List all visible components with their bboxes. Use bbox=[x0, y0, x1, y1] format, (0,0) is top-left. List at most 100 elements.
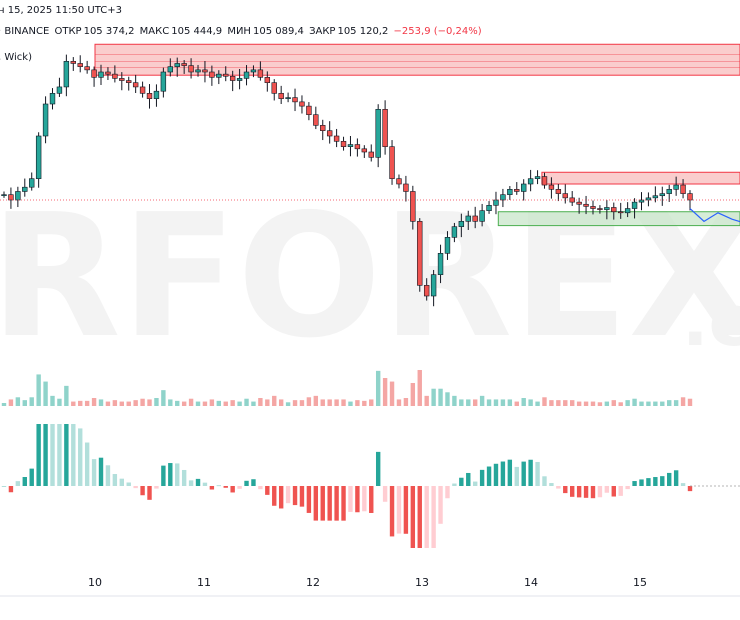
candle[interactable] bbox=[216, 73, 222, 78]
candle[interactable] bbox=[84, 66, 90, 71]
candle[interactable] bbox=[188, 65, 194, 73]
candle[interactable] bbox=[29, 178, 35, 188]
candle[interactable] bbox=[493, 199, 499, 206]
candle[interactable] bbox=[527, 178, 534, 185]
candle[interactable] bbox=[202, 69, 208, 73]
candle[interactable] bbox=[396, 178, 402, 185]
candle[interactable] bbox=[271, 82, 277, 94]
candle[interactable] bbox=[403, 183, 409, 192]
candle[interactable] bbox=[22, 186, 28, 192]
candle[interactable] bbox=[285, 97, 291, 99]
candle[interactable] bbox=[195, 69, 201, 73]
candle[interactable] bbox=[56, 86, 63, 94]
candle[interactable] bbox=[313, 114, 319, 126]
candle[interactable] bbox=[659, 193, 665, 197]
candle[interactable] bbox=[500, 194, 506, 201]
candle[interactable] bbox=[236, 78, 243, 81]
candle[interactable] bbox=[257, 69, 264, 78]
candle[interactable] bbox=[458, 221, 465, 227]
candle[interactable] bbox=[618, 211, 624, 214]
candle[interactable] bbox=[479, 210, 485, 222]
candle[interactable] bbox=[569, 197, 575, 203]
candle[interactable] bbox=[451, 226, 458, 238]
candle[interactable] bbox=[35, 135, 42, 179]
candle[interactable] bbox=[375, 109, 381, 158]
candle[interactable] bbox=[507, 189, 513, 195]
candle[interactable] bbox=[680, 184, 686, 194]
candle[interactable] bbox=[174, 63, 180, 67]
candle[interactable] bbox=[437, 253, 444, 275]
candle[interactable] bbox=[42, 103, 49, 137]
candle[interactable] bbox=[590, 206, 596, 209]
candle[interactable] bbox=[333, 135, 340, 142]
candle[interactable] bbox=[631, 201, 638, 209]
candle[interactable] bbox=[368, 151, 374, 158]
candle[interactable] bbox=[229, 75, 236, 81]
candle[interactable] bbox=[223, 73, 229, 77]
candle[interactable] bbox=[520, 183, 527, 192]
candle[interactable] bbox=[548, 184, 555, 190]
candle[interactable] bbox=[410, 191, 416, 222]
candle[interactable] bbox=[652, 195, 659, 199]
candle[interactable] bbox=[354, 144, 361, 150]
candle[interactable] bbox=[126, 80, 132, 83]
zone-support-2[interactable] bbox=[497, 211, 740, 227]
candle[interactable] bbox=[486, 205, 492, 211]
candle[interactable] bbox=[555, 189, 562, 194]
candle[interactable] bbox=[112, 73, 118, 79]
candle[interactable] bbox=[562, 193, 568, 199]
candle[interactable] bbox=[604, 207, 610, 210]
candle[interactable] bbox=[514, 189, 520, 192]
candle[interactable] bbox=[326, 130, 333, 137]
candle[interactable] bbox=[167, 66, 174, 73]
candle[interactable] bbox=[576, 201, 582, 205]
candle[interactable] bbox=[8, 194, 14, 201]
candle[interactable] bbox=[423, 285, 430, 297]
zone-resistance-1[interactable] bbox=[541, 171, 740, 185]
candle[interactable] bbox=[624, 208, 631, 214]
candle[interactable] bbox=[160, 71, 167, 92]
candle[interactable] bbox=[153, 90, 160, 99]
candle[interactable] bbox=[299, 101, 305, 107]
candle[interactable] bbox=[77, 63, 83, 67]
candle[interactable] bbox=[278, 93, 284, 99]
candle[interactable] bbox=[541, 176, 548, 186]
candle[interactable] bbox=[666, 189, 672, 194]
candle[interactable] bbox=[264, 77, 271, 83]
candle[interactable] bbox=[1, 194, 7, 196]
candle[interactable] bbox=[91, 69, 97, 78]
candle[interactable] bbox=[243, 71, 250, 79]
candle[interactable] bbox=[687, 193, 693, 201]
candle[interactable] bbox=[139, 86, 146, 94]
candle[interactable] bbox=[361, 148, 368, 153]
candle[interactable] bbox=[250, 69, 257, 73]
candle[interactable] bbox=[119, 78, 125, 81]
candle[interactable] bbox=[320, 125, 326, 131]
candle[interactable] bbox=[597, 208, 603, 210]
candle[interactable] bbox=[132, 82, 139, 88]
candle[interactable] bbox=[611, 207, 617, 213]
candle[interactable] bbox=[382, 109, 388, 147]
candle[interactable] bbox=[673, 184, 679, 190]
candle[interactable] bbox=[292, 97, 298, 103]
candle[interactable] bbox=[181, 63, 187, 66]
candle[interactable] bbox=[98, 71, 104, 78]
candle[interactable] bbox=[389, 146, 395, 179]
candle[interactable] bbox=[70, 61, 76, 64]
candle[interactable] bbox=[465, 215, 471, 222]
candle[interactable] bbox=[430, 274, 437, 297]
candle[interactable] bbox=[209, 71, 215, 78]
candle[interactable] bbox=[49, 93, 56, 105]
candle[interactable] bbox=[306, 105, 312, 115]
candle[interactable] bbox=[105, 71, 111, 75]
candle[interactable] bbox=[340, 141, 347, 147]
candle[interactable] bbox=[347, 144, 354, 147]
candle[interactable] bbox=[417, 221, 423, 286]
candle[interactable] bbox=[472, 215, 478, 222]
candle[interactable] bbox=[534, 176, 541, 179]
candle[interactable] bbox=[15, 191, 21, 201]
candle[interactable] bbox=[444, 237, 451, 254]
candle[interactable] bbox=[583, 203, 589, 207]
candle[interactable] bbox=[638, 199, 645, 203]
